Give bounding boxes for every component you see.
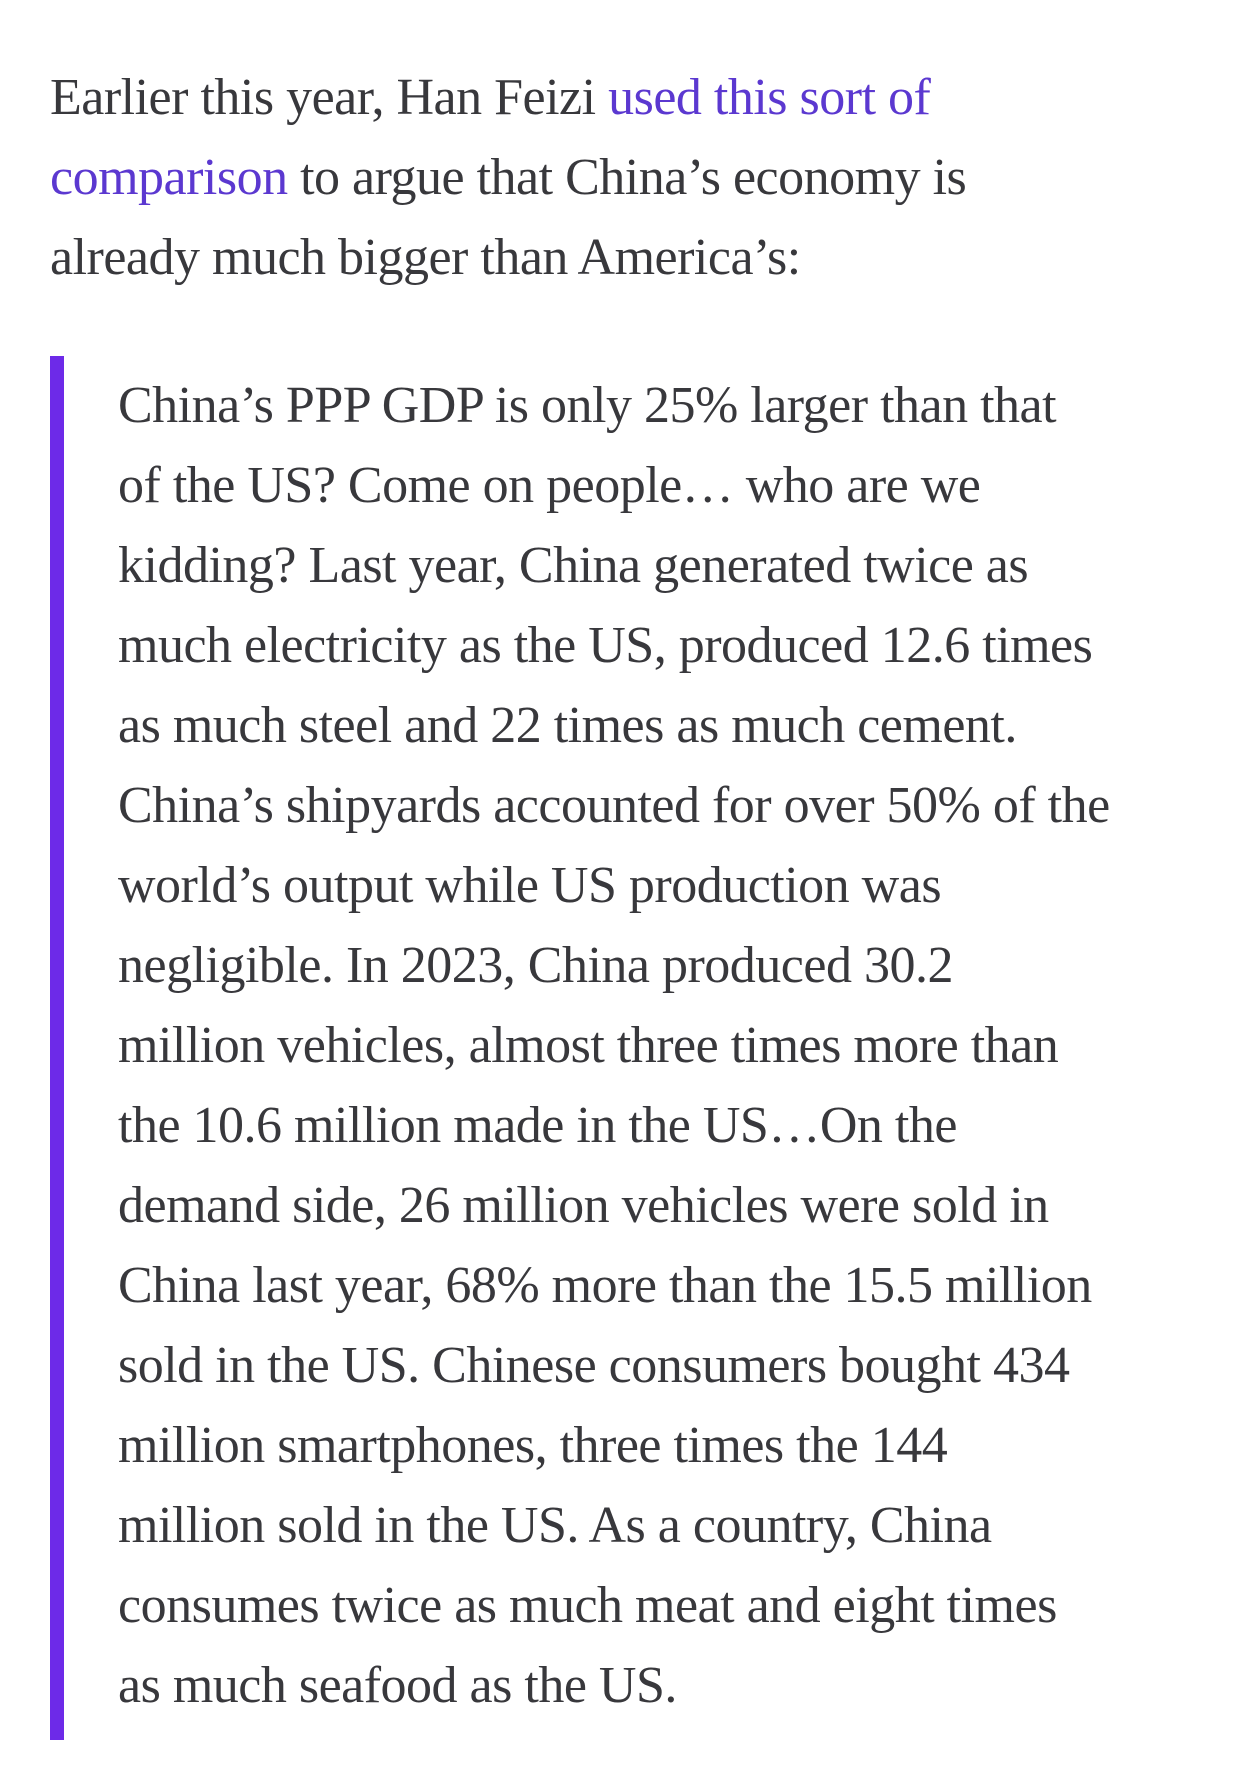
intro-line: already much bigger than America’s: (50, 229, 801, 286)
quote-line: negligible. In 2023, China produced 30.2 (118, 937, 953, 994)
quote-line: of the US? Come on people… who are we (118, 457, 981, 514)
quote-line: million smartphones, three times the 144 (118, 1417, 948, 1474)
quote-line: million vehicles, almost three times mor… (118, 1017, 1059, 1074)
intro-paragraph: Earlier this year, Han Feizi used this s… (50, 58, 1194, 298)
quote-line: sold in the US. Chinese consumers bought… (118, 1337, 1070, 1394)
comparison-link[interactable]: comparison (50, 149, 288, 206)
intro-line: comparison to argue that China’s economy… (50, 138, 1194, 218)
intro-text-segment: Earlier this year, Han Feizi (50, 69, 609, 126)
comparison-link[interactable]: used this sort of (608, 69, 931, 126)
quote-line: China’s shipyards accounted for over 50%… (118, 777, 1110, 834)
quote-line: kidding? Last year, China generated twic… (118, 537, 1029, 594)
quote-line: as much seafood as the US. (118, 1657, 677, 1714)
blockquote: China’s PPP GDP is only 25% larger than … (50, 356, 1194, 1740)
quote-line: the 10.6 million made in the US…On the (118, 1097, 957, 1154)
intro-text-segment: to argue that China’s economy is (287, 149, 967, 206)
quote-line: demand side, 26 million vehicles were so… (118, 1177, 1049, 1234)
quote-line: million sold in the US. As a country, Ch… (118, 1497, 992, 1554)
quote-line: consumes twice as much meat and eight ti… (118, 1577, 1057, 1634)
quote-line: as much steel and 22 times as much cemen… (118, 697, 1017, 754)
quote-line: world’s output while US production was (118, 857, 942, 914)
quote-line: China’s PPP GDP is only 25% larger than … (118, 377, 1057, 434)
quote-line: China last year, 68% more than the 15.5 … (118, 1257, 1092, 1314)
intro-line: Earlier this year, Han Feizi used this s… (50, 58, 1194, 138)
quote-line: much electricity as the US, produced 12.… (118, 617, 1093, 674)
